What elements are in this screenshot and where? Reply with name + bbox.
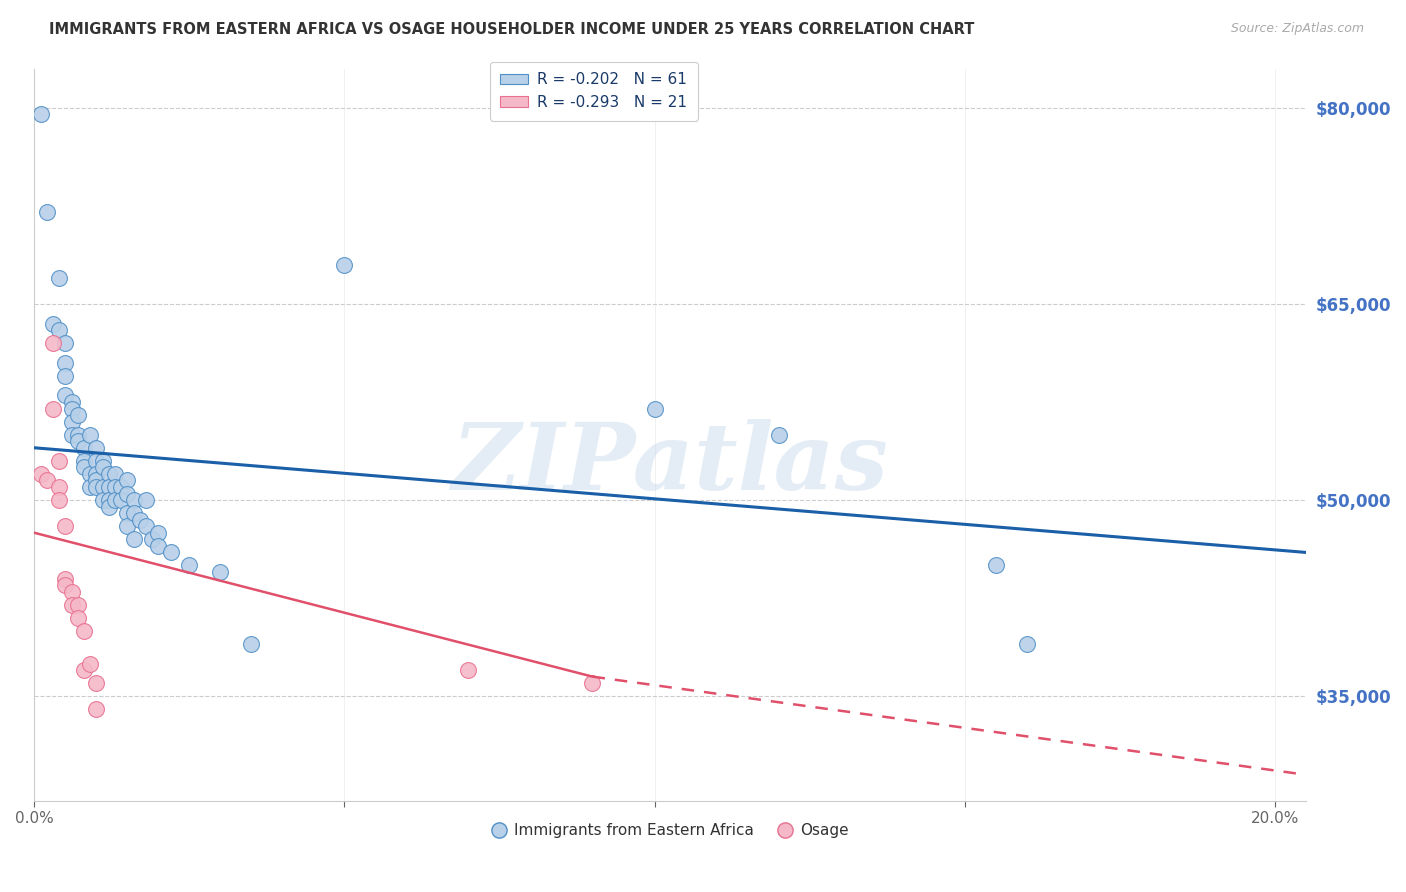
Point: [66, 427, 89, 442]
Point: [104, 480, 127, 494]
Point: [86, 454, 108, 468]
Point: [60, 401, 83, 416]
Point: [73, 624, 96, 638]
Point: [60, 395, 83, 409]
Legend: Immigrants from Eastern Africa, Osage: Immigrants from Eastern Africa, Osage: [485, 817, 855, 845]
Point: [79, 427, 101, 442]
Point: [55, 388, 77, 402]
Point: [104, 467, 127, 481]
Point: [581, 676, 603, 690]
Point: [117, 474, 139, 488]
Point: [73, 454, 96, 468]
Point: [66, 611, 89, 625]
Point: [97, 480, 120, 494]
Point: [55, 336, 77, 351]
Point: [209, 565, 232, 579]
Point: [35, 474, 58, 488]
Point: [91, 460, 114, 475]
Point: [73, 460, 96, 475]
Point: [55, 578, 77, 592]
Point: [60, 415, 83, 429]
Point: [35, 205, 58, 219]
Point: [117, 506, 139, 520]
Point: [91, 493, 114, 508]
Point: [179, 558, 201, 573]
Point: [30, 467, 52, 481]
Point: [48, 454, 70, 468]
Point: [42, 317, 65, 331]
Point: [644, 401, 666, 416]
Point: [55, 519, 77, 533]
Point: [48, 323, 70, 337]
Point: [97, 467, 120, 481]
Point: [141, 533, 163, 547]
Point: [159, 545, 181, 559]
Point: [122, 493, 145, 508]
Point: [457, 663, 479, 677]
Point: [73, 663, 96, 677]
Point: [91, 454, 114, 468]
Point: [86, 480, 108, 494]
Text: Source: ZipAtlas.com: Source: ZipAtlas.com: [1230, 22, 1364, 36]
Point: [55, 356, 77, 370]
Point: [104, 493, 127, 508]
Point: [60, 584, 83, 599]
Point: [110, 480, 132, 494]
Point: [66, 598, 89, 612]
Point: [79, 480, 101, 494]
Point: [42, 336, 65, 351]
Point: [91, 480, 114, 494]
Point: [122, 506, 145, 520]
Point: [48, 493, 70, 508]
Point: [117, 486, 139, 500]
Point: [128, 513, 150, 527]
Point: [333, 258, 356, 272]
Point: [984, 558, 1007, 573]
Point: [60, 598, 83, 612]
Point: [768, 427, 790, 442]
Point: [148, 525, 170, 540]
Point: [86, 474, 108, 488]
Point: [117, 519, 139, 533]
Point: [135, 493, 157, 508]
Point: [86, 467, 108, 481]
Point: [240, 637, 263, 651]
Point: [97, 493, 120, 508]
Point: [66, 408, 89, 422]
Point: [79, 657, 101, 671]
Text: ZIPatlas: ZIPatlas: [451, 419, 889, 509]
Text: IMMIGRANTS FROM EASTERN AFRICA VS OSAGE HOUSEHOLDER INCOME UNDER 25 YEARS CORREL: IMMIGRANTS FROM EASTERN AFRICA VS OSAGE …: [49, 22, 974, 37]
Point: [66, 434, 89, 449]
Point: [60, 427, 83, 442]
Point: [148, 539, 170, 553]
Point: [55, 368, 77, 383]
Point: [122, 533, 145, 547]
Point: [86, 702, 108, 716]
Point: [1015, 637, 1038, 651]
Point: [110, 493, 132, 508]
Point: [42, 401, 65, 416]
Point: [30, 107, 52, 121]
Point: [86, 441, 108, 455]
Point: [86, 676, 108, 690]
Point: [48, 480, 70, 494]
Point: [55, 572, 77, 586]
Point: [48, 270, 70, 285]
Point: [135, 519, 157, 533]
Point: [79, 467, 101, 481]
Point: [97, 500, 120, 514]
Point: [73, 441, 96, 455]
